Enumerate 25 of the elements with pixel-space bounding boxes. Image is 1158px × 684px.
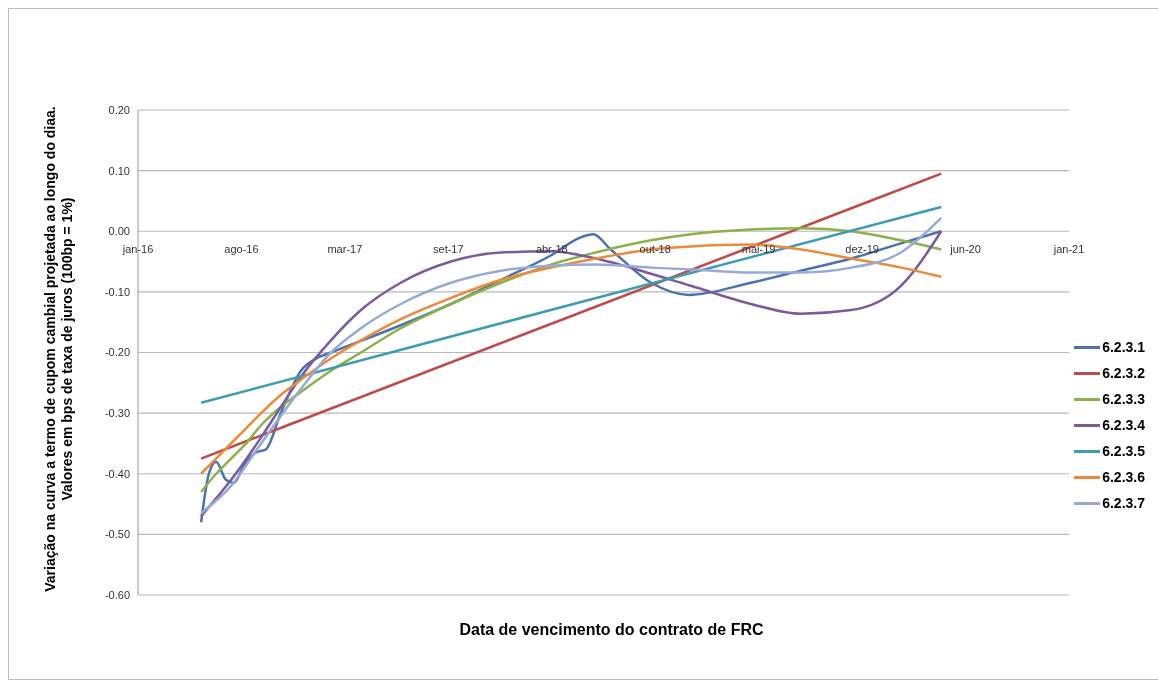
legend-label: 6.2.3.1 [1102,339,1145,355]
legend-label: 6.2.3.4 [1102,417,1145,433]
legend-label: 6.2.3.7 [1102,495,1145,511]
legend-label: 6.2.3.2 [1102,365,1145,381]
y-axis-title: Variação na curva a termo de cupom cambial projetada ao longo do diaa. Valores em bps de taxa de juros (100bp = 1%) [42,105,76,594]
legend-label: 6.2.3.3 [1102,391,1145,407]
x-tick-label: jan-21 [1052,243,1085,256]
y-tick-label: 0.20 [108,103,130,116]
x-axis-title: Data de vencimento do contrato de FRC [458,621,765,639]
legend-label: 6.2.3.5 [1102,443,1145,459]
x-tick-label: jan-16 [121,243,154,256]
x-tick-label: jun-20 [949,243,981,256]
y-tick-label: 0.00 [108,225,130,238]
legend-label: 6.2.3.6 [1102,469,1145,485]
y-tick-label: -0.50 [104,528,130,541]
y-tick-label: -0.10 [104,285,130,298]
x-tick-label: dez-19 [845,243,879,256]
y-tick-label: -0.20 [104,346,130,359]
y-tick-label: -0.40 [104,467,130,480]
y-tick-label: -0.60 [104,588,130,601]
x-tick-label: set-17 [433,243,464,256]
y-tick-label: -0.30 [104,407,130,420]
y-tick-label: 0.10 [108,164,130,177]
x-tick-label: ago-16 [224,243,259,256]
x-tick-label: mar-17 [327,243,363,256]
